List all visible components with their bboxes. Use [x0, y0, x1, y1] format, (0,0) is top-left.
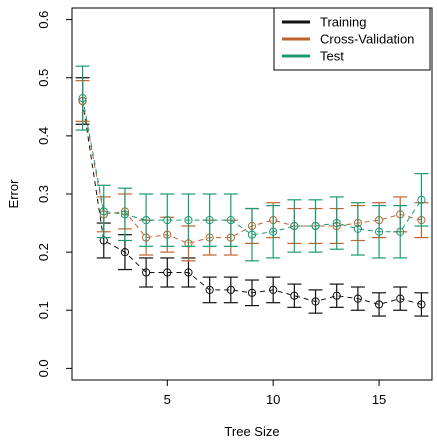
data-point — [374, 227, 384, 236]
x-tick-label: 15 — [372, 392, 386, 407]
legend: Training Cross-Validation Test — [273, 7, 431, 71]
data-point — [184, 268, 193, 277]
data-point — [269, 285, 278, 295]
data-point — [163, 216, 172, 225]
data-point — [374, 300, 384, 309]
data-point — [142, 268, 151, 277]
y-tick-label: 0.2 — [36, 243, 51, 261]
data-point — [226, 216, 235, 225]
data-point — [353, 224, 362, 233]
y-tick-label: 0.0 — [36, 359, 51, 377]
data-point — [120, 248, 130, 257]
data-point — [311, 297, 320, 306]
y-tick-label: 0.1 — [36, 301, 51, 319]
data-point — [205, 285, 214, 295]
series-line — [82, 100, 422, 305]
plot-area — [75, 65, 429, 317]
data-point — [184, 216, 193, 225]
x-tick-label: 5 — [164, 392, 171, 407]
data-point — [247, 230, 257, 239]
data-point — [120, 210, 130, 219]
data-point — [99, 207, 108, 216]
data-point — [332, 218, 341, 228]
data-point — [290, 221, 299, 231]
data-point — [396, 294, 405, 303]
y-tick-label: 0.4 — [36, 127, 51, 145]
x-axis-title: Tree Size — [224, 424, 279, 439]
data-point — [417, 195, 426, 204]
data-point — [396, 227, 405, 236]
y-axis-title: Error — [6, 179, 21, 209]
data-point — [142, 216, 151, 225]
data-point — [247, 288, 257, 297]
legend-label: Cross-Validation — [320, 32, 414, 47]
data-point — [269, 227, 278, 236]
data-point — [290, 291, 299, 300]
data-point — [417, 300, 426, 309]
x-tick-label: 10 — [266, 392, 280, 407]
y-tick-label: 0.5 — [36, 69, 51, 87]
data-point — [226, 285, 235, 295]
data-point — [163, 268, 172, 277]
axes: 5 10 15 0.0 0.1 0.2 0.3 0.4 0.5 0.6 Tree Size Error — [6, 7, 433, 439]
y-tick-label: 0.6 — [36, 11, 51, 29]
legend-label: Test — [320, 49, 344, 64]
data-point — [78, 93, 87, 103]
y-tick-label: 0.3 — [36, 185, 51, 203]
data-point — [332, 291, 341, 300]
series-test — [75, 65, 429, 262]
legend-label: Training — [320, 15, 366, 30]
data-point — [205, 216, 214, 225]
data-point — [353, 294, 362, 303]
data-point — [311, 221, 320, 231]
series-training — [75, 77, 429, 317]
